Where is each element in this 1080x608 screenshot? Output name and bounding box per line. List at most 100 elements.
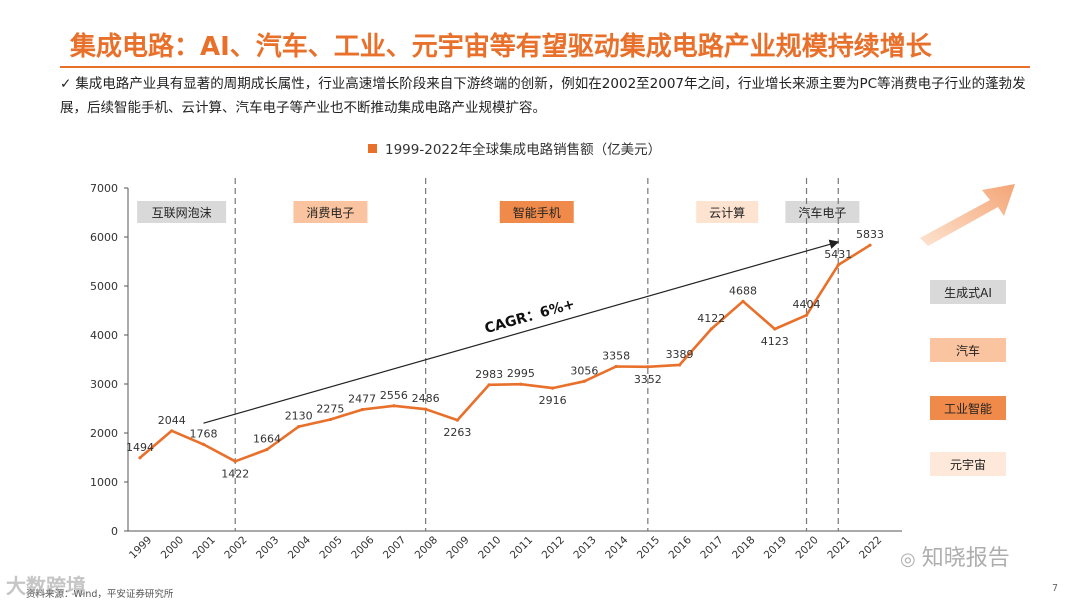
y-tick-label: 5000 xyxy=(90,280,118,293)
x-tick-label: 2009 xyxy=(444,534,471,561)
era-box xyxy=(293,201,368,223)
wechat-icon: ◎ xyxy=(900,549,916,570)
future-label: 工业智能 xyxy=(944,401,992,416)
cagr-arrow xyxy=(203,239,840,424)
y-tick-label: 6000 xyxy=(90,231,118,244)
x-tick-label: 2008 xyxy=(413,534,440,561)
data-point xyxy=(487,383,491,387)
watermark-right-text: 知晓报告 xyxy=(921,546,1010,571)
data-label: 2263 xyxy=(443,426,471,439)
data-point xyxy=(138,456,142,460)
x-tick-label: 2021 xyxy=(825,534,852,561)
era-box xyxy=(499,201,574,223)
data-label: 1664 xyxy=(253,432,281,445)
x-tick-label: 2022 xyxy=(857,534,884,561)
data-point xyxy=(868,243,872,247)
era-label: 互联网泡沫 xyxy=(152,206,212,220)
data-label: 2486 xyxy=(412,392,440,405)
data-label: 1768 xyxy=(189,427,217,440)
x-tick-label: 2003 xyxy=(254,534,281,561)
x-tick-label: 2011 xyxy=(508,534,535,561)
data-label: 2995 xyxy=(507,367,535,380)
data-point xyxy=(646,365,650,369)
future-box xyxy=(930,338,1006,362)
data-point xyxy=(836,263,840,267)
x-tick-label: 2014 xyxy=(603,534,631,562)
era-label: 消费电子 xyxy=(306,206,354,220)
data-point xyxy=(455,418,459,422)
data-label: 1422 xyxy=(221,467,249,480)
future-label: 元宇宙 xyxy=(950,457,986,472)
y-tick-label: 7000 xyxy=(90,182,118,195)
data-point xyxy=(773,327,777,331)
data-label: 3389 xyxy=(666,348,694,361)
era-box xyxy=(137,201,227,223)
x-tick-label: 2016 xyxy=(667,534,695,562)
data-label: 2477 xyxy=(348,393,376,406)
x-tick-label: 2001 xyxy=(190,534,217,561)
x-tick-label: 2019 xyxy=(762,534,789,561)
data-label: 3352 xyxy=(634,373,662,386)
data-point xyxy=(360,408,364,412)
source-note: 资料来源：Wind，平安证券研究所 xyxy=(26,589,174,600)
y-tick-label: 0 xyxy=(111,525,118,538)
legend-swatch xyxy=(368,144,377,153)
data-label: 4123 xyxy=(761,335,789,348)
x-tick-label: 2002 xyxy=(222,534,249,561)
data-point xyxy=(614,364,618,369)
data-point xyxy=(741,299,745,303)
y-tick-label: 1000 xyxy=(90,476,118,489)
y-tick-label: 2000 xyxy=(90,427,118,440)
chart-title: 1999-2022年全球集成电路销售额（亿美元） xyxy=(385,142,662,158)
data-label: 2275 xyxy=(316,403,344,416)
data-label: 1494 xyxy=(126,441,154,454)
future-label: 生成式AI xyxy=(944,286,992,300)
data-point xyxy=(392,404,396,408)
data-point xyxy=(519,382,523,386)
data-label: 5431 xyxy=(824,248,852,261)
data-label: 4122 xyxy=(697,312,725,325)
data-label: 5833 xyxy=(856,228,884,241)
x-tick-label: 2012 xyxy=(540,534,567,561)
era-box xyxy=(785,201,860,223)
watermark-left: 大数跨境 xyxy=(6,574,86,598)
data-label: 2130 xyxy=(285,410,313,423)
data-point xyxy=(804,313,809,317)
era-label: 云计算 xyxy=(709,205,745,220)
data-label: 2983 xyxy=(475,368,503,381)
x-tick-label: 2007 xyxy=(381,534,408,561)
series-line xyxy=(139,244,871,463)
data-label: 4688 xyxy=(729,284,757,297)
x-tick-label: 2005 xyxy=(317,534,344,561)
future-box xyxy=(930,396,1006,420)
page-number: 7 xyxy=(1051,583,1058,594)
future-box xyxy=(930,280,1006,304)
summary-bullet: ✓ 集成电路产业具有显著的周期成长属性，行业高速增长阶段来自下游终端的创新，例如在… xyxy=(60,72,1050,120)
data-point xyxy=(328,417,333,422)
page-title: 集成电路：AI、汽车、工业、元宇宙等有望驱动集成电路产业规模持续增长 xyxy=(70,32,932,62)
data-point xyxy=(297,425,301,429)
data-point xyxy=(424,407,428,411)
y-tick-label: 3000 xyxy=(90,378,118,391)
x-tick-label: 2006 xyxy=(349,534,377,562)
future-arrow xyxy=(920,184,1015,246)
era-label: 智能手机 xyxy=(513,205,561,220)
x-tick-label: 2017 xyxy=(698,534,725,561)
data-label: 3056 xyxy=(570,364,598,377)
data-point xyxy=(265,447,269,452)
future-box xyxy=(930,452,1006,476)
chart-legend: 1999-2022年全球集成电路销售额（亿美元） xyxy=(368,138,661,158)
future-label: 汽车 xyxy=(956,343,980,358)
data-point xyxy=(233,459,237,463)
data-point xyxy=(709,327,713,331)
era-box xyxy=(696,201,759,223)
data-label: 2916 xyxy=(539,394,567,407)
y-tick-label: 4000 xyxy=(90,329,118,342)
x-tick-label: 2010 xyxy=(476,534,503,561)
data-label: 3358 xyxy=(602,349,630,362)
summary-text: 集成电路产业具有显著的周期成长属性，行业高速增长阶段来自下游终端的创新，例如在2… xyxy=(60,76,1026,116)
watermark-right: ◎ 知晓报告 xyxy=(900,540,1010,572)
title-divider xyxy=(60,66,1030,68)
x-tick-label: 2020 xyxy=(794,534,821,561)
